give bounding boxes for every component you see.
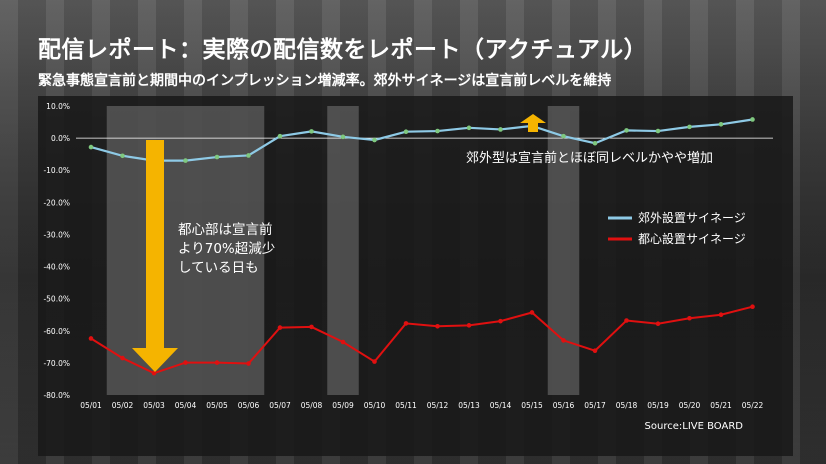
x-tick-label: 05/06 [238,401,260,410]
y-tick-label: -30.0% [43,230,70,239]
data-point-urban [372,359,377,364]
data-point-suburban [403,129,409,134]
y-tick-label: -80.0% [43,391,70,400]
data-point-suburban [655,128,661,134]
y-tick-label: -40.0% [43,263,70,272]
data-point-suburban [183,158,188,163]
x-tick-label: 05/15 [521,401,543,410]
data-point-suburban [466,125,472,131]
series-line-urban [90,305,753,375]
y-tick-label: -70.0% [43,359,70,368]
series-line-suburban [90,118,753,162]
data-point-suburban [120,153,125,159]
x-tick-label: 05/01 [80,401,102,410]
y-tick-label: -20.0% [43,198,70,207]
data-point-urban [655,321,661,327]
legend-label-suburban: 郊外設置サイネージ [638,210,746,225]
shaded-range-3 [547,106,580,395]
x-tick-label: 05/16 [553,401,575,410]
data-point-suburban [214,154,220,160]
data-point-urban [151,370,157,376]
x-tick-label: 05/19 [647,401,669,410]
x-tick-label: 05/08 [301,401,323,410]
y-tick-label: 0.0% [51,134,70,143]
data-point-urban [277,325,283,330]
x-tick-label: 05/21 [710,401,732,410]
data-point-suburban [277,133,283,139]
page-title: 配信レポート：実際の配信数をレポート（アクチュアル） [38,37,648,63]
data-point-suburban [687,124,692,130]
y-tick-label: 10.0% [46,102,70,111]
data-point-suburban [88,144,94,150]
data-point-suburban [435,128,440,134]
y-tick-label: -10.0% [43,166,70,175]
x-tick-label: 05/04 [175,401,197,410]
data-point-urban [498,318,503,324]
data-point-urban [718,312,724,318]
data-point-suburban [498,127,503,132]
data-point-urban [403,321,409,326]
x-tick-label: 05/12 [427,401,449,410]
data-point-suburban [750,117,755,122]
x-tick-label: 05/10 [364,401,386,410]
x-tick-label: 05/13 [458,401,480,410]
x-tick-label: 05/02 [112,401,134,410]
down-arrow-icon [132,140,178,372]
data-point-urban [466,323,472,328]
x-tick-label: 05/05 [206,401,228,410]
x-tick-label: 05/07 [269,401,291,410]
data-point-urban [529,310,535,315]
page-subtitle: 緊急事態宣言前と期間中のインプレッション増減率。郊外サイネージは宣言前レベルを維… [38,73,612,89]
urban-note-line: している日も [178,260,259,276]
data-point-suburban [309,129,314,134]
x-tick-label: 05/14 [490,401,512,410]
data-point-suburban [372,137,377,143]
data-point-suburban [561,133,566,139]
x-tick-label: 05/18 [616,401,638,410]
data-point-urban [120,355,125,361]
urban-note-line: より70%超減少 [178,240,275,257]
source-label: Source:LIVE BOARD [644,421,743,432]
data-point-urban [592,348,598,353]
suburban-note: 郊外型は宣言前とほぼ同レベルかやや増加 [466,150,713,166]
shaded-range-2 [327,106,359,395]
x-tick-label: 05/22 [742,401,764,410]
data-point-urban [183,360,188,365]
y-tick-label: -50.0% [43,295,70,304]
x-tick-label: 05/11 [395,401,417,410]
data-point-urban [214,360,220,365]
x-tick-label: 05/20 [679,401,701,410]
data-point-suburban [340,134,346,140]
data-point-suburban [624,128,629,133]
up-arrow-icon [520,114,546,132]
data-point-urban [435,323,440,329]
urban-note-line: 都心部は宣言前 [178,221,273,238]
y-tick-label: -60.0% [43,327,70,336]
shaded-range-1 [106,106,265,395]
line-chart: 10.0% 0.0% -10.0% -20.0% -30.0% -40.0% -50.0% -… [43,102,773,410]
data-point-urban [340,339,346,345]
data-point-urban [246,361,251,366]
data-point-suburban [592,140,598,146]
data-point-urban [624,318,629,323]
data-point-suburban [718,122,724,127]
data-point-urban [687,315,692,321]
data-point-urban [561,338,566,343]
chart-panel: 10.0% 0.0% -10.0% -20.0% -30.0% -40.0% -50.0% -… [38,96,793,456]
x-tick-label: 05/09 [332,401,354,410]
data-point-urban [309,324,314,330]
legend-label-urban: 都心設置サイネージ [638,231,746,246]
data-point-suburban [246,153,251,158]
x-tick-label: 05/03 [143,401,165,410]
data-point-urban [750,304,755,309]
x-tick-label: 05/17 [584,401,606,410]
data-point-urban [88,336,94,341]
